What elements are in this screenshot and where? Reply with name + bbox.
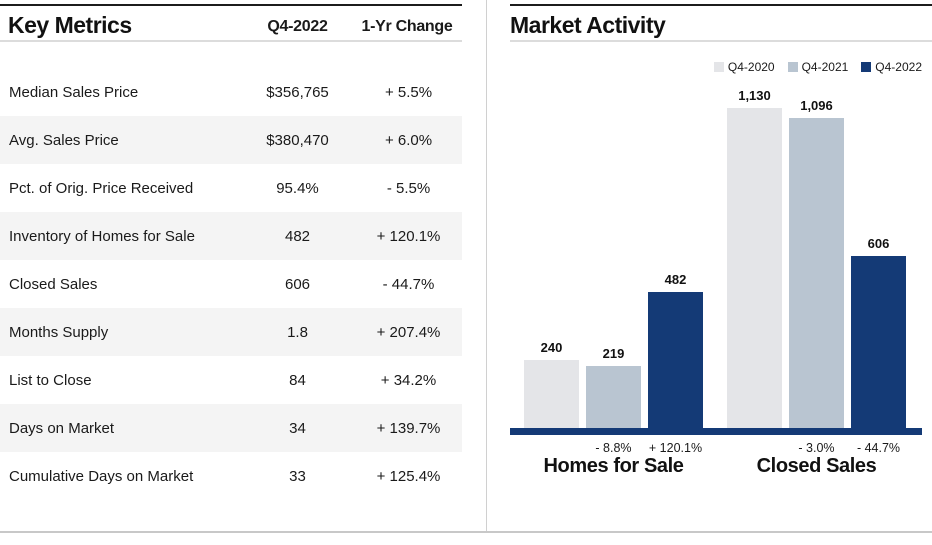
bar-q4-2020-closed (727, 108, 782, 428)
legend-item: Q4-2022 (861, 60, 922, 74)
bar-value-label: 240 (540, 340, 563, 355)
bar-q4-2020-homes (524, 360, 579, 428)
metric-value: 34 (289, 419, 306, 437)
bar-value-label: 1,096 (800, 98, 833, 113)
top-rule-left (0, 4, 462, 6)
bar-value-label: 606 (867, 236, 890, 251)
pct-change-label: - 44.7% (856, 441, 901, 455)
metric-change: - 44.7% (382, 275, 435, 293)
legend-swatch-q4-2020 (713, 62, 724, 72)
metric-change: + 120.1% (376, 227, 441, 245)
group-label-closed-sales: Closed Sales (756, 455, 877, 477)
metric-label: Months Supply (9, 323, 109, 341)
legend-item: Q4-2021 (787, 60, 849, 74)
legend-label: Q4-2020 (727, 60, 775, 74)
bottom-rule (0, 531, 932, 533)
metric-value: 482 (284, 227, 311, 245)
metric-value: 606 (284, 275, 311, 293)
metric-label: Cumulative Days on Market (9, 467, 194, 485)
metric-row: Median Sales Price $356,765 + 5.5% (0, 68, 462, 116)
metric-row: Inventory of Homes for Sale 482 + 120.1% (0, 212, 462, 260)
metric-label: Pct. of Orig. Price Received (9, 179, 194, 197)
panel-divider (486, 0, 487, 531)
metric-row: Days on Market 34 + 139.7% (0, 404, 462, 452)
header-underline-right (510, 40, 932, 42)
metric-row: Avg. Sales Price $380,470 + 6.0% (0, 116, 462, 164)
market-activity-title: Market Activity (510, 12, 666, 38)
metric-value: 1.8 (287, 323, 308, 341)
bar-value-label: 482 (664, 272, 687, 287)
column-header-1yr-change: 1-Yr Change (361, 18, 453, 35)
metric-label: Closed Sales (9, 275, 98, 293)
chart-legend: Q4-2020 Q4-2021 Q4-2022 (713, 60, 922, 74)
legend-label: Q4-2021 (801, 60, 849, 74)
bar-value-label: 1,130 (738, 88, 771, 103)
bar-q4-2021-homes (586, 366, 641, 428)
legend-swatch-q4-2022 (861, 62, 872, 72)
column-header-q4-2022: Q4-2022 (267, 18, 328, 35)
metrics-table: Median Sales Price $356,765 + 5.5% Avg. Sal… (0, 68, 462, 500)
metric-value: $356,765 (266, 83, 329, 101)
metric-change: + 6.0% (384, 131, 433, 149)
metric-row: Pct. of Orig. Price Received 95.4% - 5.5% (0, 164, 462, 212)
metric-row: Months Supply 1.8 + 207.4% (0, 308, 462, 356)
metric-value: 95.4% (276, 179, 319, 197)
group-label-homes-for-sale: Homes for Sale (543, 455, 684, 477)
metric-row: List to Close 84 + 34.2% (0, 356, 462, 404)
metric-row: Closed Sales 606 - 44.7% (0, 260, 462, 308)
metric-label: List to Close (9, 371, 92, 389)
key-metrics-title: Key Metrics (8, 12, 132, 38)
metric-value: $380,470 (266, 131, 329, 149)
metric-change: - 5.5% (386, 179, 431, 197)
legend-item: Q4-2020 (713, 60, 775, 74)
metric-change: + 207.4% (376, 323, 441, 341)
legend-label: Q4-2022 (875, 60, 922, 74)
metric-change: + 125.4% (376, 467, 441, 485)
legend-swatch-q4-2021 (787, 62, 798, 72)
bar-value-label: 219 (602, 346, 625, 361)
pct-change-label: + 120.1% (648, 441, 703, 455)
bar-q4-2022-homes (648, 292, 703, 428)
metric-change: + 5.5% (384, 83, 433, 101)
metric-change: + 139.7% (376, 419, 441, 437)
metric-label: Avg. Sales Price (9, 131, 119, 149)
x-axis-line (510, 428, 922, 435)
market-activity-panel: Market Activity Q4-2020 Q4-2021 Q4-2022 24… (510, 0, 932, 545)
metric-value: 84 (289, 371, 306, 389)
metric-value: 33 (289, 467, 306, 485)
metric-change: + 34.2% (380, 371, 437, 389)
market-activity-chart: 240 219 - 8.8% 482 + 120.1% Homes for Sale 1,1… (510, 0, 922, 545)
pct-change-label: - 3.0% (798, 441, 835, 455)
metric-label: Inventory of Homes for Sale (9, 227, 195, 245)
bar-q4-2022-closed (851, 256, 906, 428)
header-underline-left (0, 40, 462, 42)
metric-label: Median Sales Price (9, 83, 139, 101)
bar-q4-2021-closed (789, 118, 844, 428)
key-metrics-panel: Key Metrics Q4-2022 1-Yr Change Median S… (0, 0, 462, 545)
metric-label: Days on Market (9, 419, 115, 437)
metric-row: Cumulative Days on Market 33 + 125.4% (0, 452, 462, 500)
top-rule-right (510, 4, 932, 6)
pct-change-label: - 8.8% (595, 441, 632, 455)
